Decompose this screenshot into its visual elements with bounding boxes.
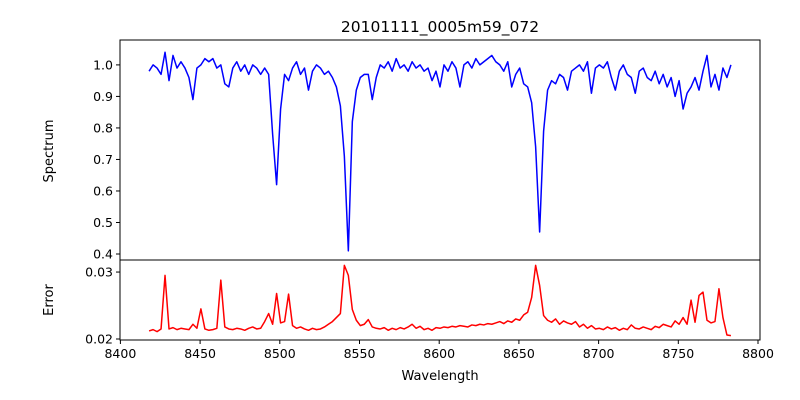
x-tick-label: 8550 [344, 346, 376, 361]
x-tick-label: 8450 [184, 346, 216, 361]
error-y-tick-label: 0.03 [85, 265, 113, 280]
error-y-label: Error [42, 284, 57, 316]
error-y-tick-label: 0.02 [85, 331, 113, 346]
x-tick-label: 8500 [264, 346, 296, 361]
spectrum-y-label: Spectrum [42, 120, 57, 183]
x-tick-label: 8700 [583, 346, 615, 361]
error-axes-frame [119, 259, 761, 341]
error-series-line [148, 264, 732, 337]
spectrum-y-tick-label: 0.6 [93, 183, 113, 198]
spectrum-y-tick-label: 0.9 [93, 89, 113, 104]
spectrum-series-line [148, 51, 732, 252]
spectrum-y-tick-label: 0.4 [93, 247, 113, 262]
x-tick-label: 8800 [742, 346, 774, 361]
spectrum-y-tick-label: 1.0 [93, 57, 113, 72]
x-tick-label: 8650 [503, 346, 535, 361]
chart-title: 20101111_0005m59_072 [341, 18, 539, 37]
spectrum-y-tick-label: 0.7 [93, 152, 113, 167]
x-axis-label: Wavelength [401, 369, 478, 384]
x-tick-label: 8750 [662, 346, 694, 361]
spectrum-y-tick-label: 0.8 [93, 120, 113, 135]
x-tick-label: 8400 [104, 346, 136, 361]
error-panel: 0.02 0.03 8400 8450 8500 8550 8600 8650 8700 8750… [85, 259, 774, 361]
x-tick-label: 8600 [423, 346, 455, 361]
spectrum-y-tick-label: 0.5 [93, 215, 113, 230]
